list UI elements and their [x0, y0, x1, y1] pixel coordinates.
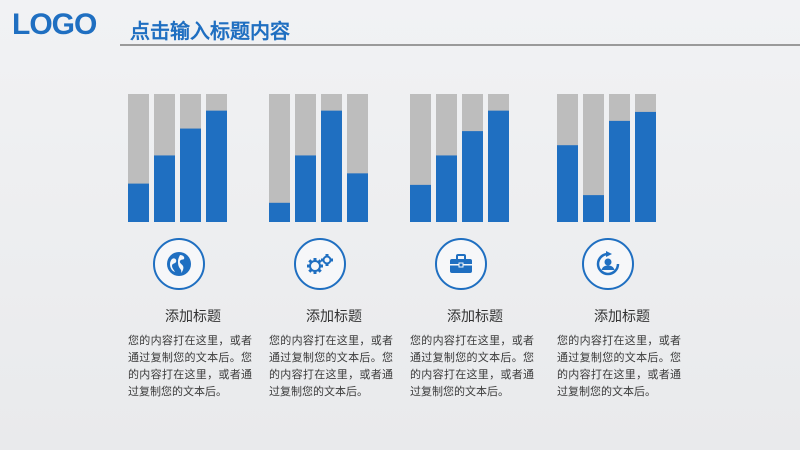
card-body[interactable]: 您的内容打在这里，或者通过复制您的文本后。您的内容打在这里，或者通过复制您的文本… [557, 334, 681, 398]
bar [295, 155, 316, 222]
bar [609, 120, 630, 222]
bar-track [583, 94, 604, 222]
gears-icon [307, 254, 333, 274]
card-title[interactable]: 添加标题 [594, 309, 650, 325]
page-title[interactable]: 点击输入标题内容 [130, 19, 290, 43]
user-refresh-icon [596, 251, 620, 276]
logo: LOGO [12, 8, 97, 41]
bar [583, 195, 604, 222]
briefcase-icon-circle [435, 238, 487, 290]
bar-chart-3 [410, 94, 509, 222]
bar [436, 155, 457, 222]
gears-icon-circle [294, 238, 346, 290]
bar [321, 110, 342, 222]
card-body[interactable]: 您的内容打在这里，或者通过复制您的文本后。您的内容打在这里，或者通过复制您的文本… [128, 334, 252, 398]
bar [154, 155, 175, 222]
bar [269, 202, 290, 222]
card-body[interactable]: 您的内容打在这里，或者通过复制您的文本后。您的内容打在这里，或者通过复制您的文本… [410, 334, 534, 398]
globe-icon-circle [153, 238, 205, 290]
bar-chart-1 [128, 94, 227, 222]
bar-track [269, 94, 290, 222]
bar [410, 184, 431, 222]
bar [347, 173, 368, 222]
bar-chart-2 [269, 94, 368, 222]
bar [206, 110, 227, 222]
bar [180, 128, 201, 222]
briefcase-icon [450, 254, 472, 273]
card-title[interactable]: 添加标题 [165, 309, 221, 325]
card-title[interactable]: 添加标题 [447, 309, 503, 325]
card-title[interactable]: 添加标题 [306, 309, 362, 325]
user-refresh-icon-circle [582, 238, 634, 290]
bar [635, 111, 656, 222]
bar [462, 131, 483, 222]
header-divider [120, 44, 800, 46]
bar [488, 110, 509, 222]
bar-chart-4 [557, 94, 656, 222]
globe-icon [167, 252, 191, 276]
card-body[interactable]: 您的内容打在这里，或者通过复制您的文本后。您的内容打在这里，或者通过复制您的文本… [269, 334, 393, 398]
bar [557, 145, 578, 222]
bar [128, 183, 149, 222]
